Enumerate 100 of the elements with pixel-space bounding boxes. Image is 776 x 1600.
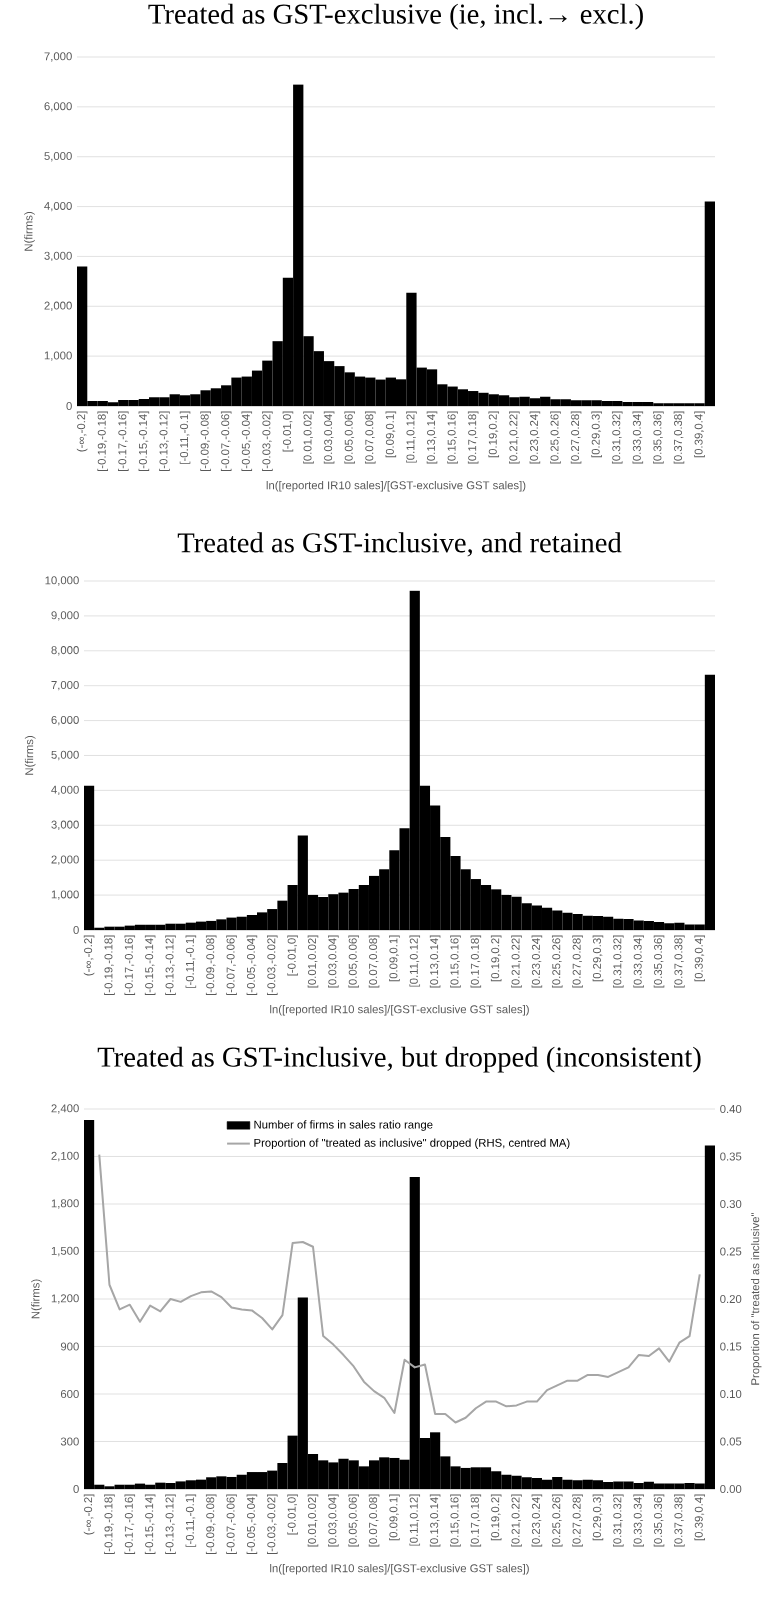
x-tick-label: [0.33,0.34] — [633, 1494, 644, 1547]
x-tick-label: [0.19,0.2] — [490, 935, 502, 982]
x-tick-label: [0.37,0.38] — [674, 1494, 685, 1547]
y-tick-label: 5,000 — [44, 152, 72, 162]
y2-tick-label: 0.35 — [720, 1152, 742, 1161]
y-tick-label: 10,000 — [45, 576, 79, 586]
y-tick-label: 300 — [60, 1437, 79, 1446]
x-tick-label: [0.25,0.26] — [551, 1494, 563, 1547]
x-tick-label: [0.17,0.18] — [470, 935, 482, 988]
x-tick-label: [0.21,0.22] — [511, 935, 522, 988]
x-tick-label: [0.31,0.32] — [613, 935, 624, 988]
y-tick-label: 2,100 — [51, 1151, 79, 1162]
x-tick-label: [-0.11,-0.1] — [179, 411, 191, 464]
x-tick-label: [0.23,0.24] — [529, 411, 541, 464]
x-tick-label: [0.31,0.32] — [613, 1494, 624, 1547]
x-tick-label: [0.13,0.14] — [429, 935, 441, 988]
y-tick-label: 8,000 — [51, 646, 79, 656]
y-tick-label: 0 — [73, 1484, 79, 1493]
x-tick-label: [0.27,0.28] — [572, 935, 583, 988]
x-tick-label: [0.33,0.34] — [632, 411, 644, 464]
y-tick-label: 2,000 — [44, 301, 72, 311]
y-tick-label: 1,200 — [51, 1294, 79, 1304]
y-tick-label: 5,000 — [51, 750, 79, 761]
x-tick-label: [0.11,0.12] — [409, 1494, 421, 1546]
x-tick-label: (-∞,-0.2] — [76, 411, 88, 452]
x-tick-label: [0.25,0.26] — [551, 935, 563, 988]
x-tick-label: [0.09,0.1] — [385, 411, 397, 458]
x-tick-label: [0.01,0.02] — [307, 1494, 319, 1547]
y-tick-label: 1,000 — [51, 890, 79, 900]
y2-axis-title: Proportion of "treated as inclusive" — [750, 1212, 762, 1385]
x-tick-label: [0.33,0.34] — [633, 935, 644, 988]
x-tick-label: [-0.07,-0.06] — [220, 411, 232, 471]
y2-tick-label: 0.40 — [720, 1104, 742, 1113]
y-tick-label: 3,000 — [51, 820, 79, 830]
x-tick-label: [0.05,0.06] — [344, 411, 355, 464]
x-tick-label: [0.03,0.04] — [328, 935, 339, 988]
x-tick-label: [-0.17,-0.16] — [118, 411, 129, 471]
y2-tick-label: 0.05 — [720, 1437, 742, 1446]
x-tick-label: (-∞,-0.2] — [83, 1494, 95, 1535]
x-tick-label: [0.39,0.4] — [694, 411, 705, 458]
x-tick-label: [0.21,0.22] — [509, 411, 520, 464]
x-tick-label: [-0.03,-0.02] — [266, 1494, 278, 1554]
x-tick-label: [-0.07,-0.06] — [226, 935, 237, 995]
x-tick-label: [-0.15,-0.14] — [144, 1494, 156, 1554]
x-tick-label: [0.21,0.22] — [511, 1494, 522, 1547]
x-tick-label: [0.01,0.02] — [303, 411, 314, 464]
x-tick-label: [-0.15,-0.14] — [138, 411, 150, 471]
x-tick-label: [0.15,0.16] — [450, 935, 461, 988]
chart-title: Treated as GST-exclusive (ie, incl.→ excl.) — [148, 3, 643, 30]
x-tick-label: [-0.01,0] — [287, 935, 298, 976]
x-tick-label: [-0.05,-0.04] — [241, 411, 253, 471]
x-tick-label: [0.07,0.08] — [364, 411, 376, 464]
x-tick-label: [0.19,0.2] — [488, 411, 500, 458]
y-tick-label: 2,000 — [51, 855, 79, 865]
x-tick-label: [0.09,0.1] — [389, 935, 400, 982]
x-tick-label: [0.31,0.32] — [611, 411, 623, 464]
y-axis-title: N(firms) — [24, 212, 35, 251]
y-tick-label: 900 — [60, 1342, 79, 1351]
y-tick-label: 1,800 — [51, 1199, 79, 1209]
x-tick-label: [0.11,0.12] — [406, 411, 417, 463]
chart-title: Treated as GST-inclusive, but dropped (inconsistent) — [97, 1046, 701, 1073]
x-axis-title: ln([reported IR10 sales]/[GST-exclusive GST sales]) — [266, 480, 526, 492]
x-tick-label: [0.17,0.18] — [470, 1494, 482, 1547]
x-tick-label: [0.07,0.08] — [368, 1494, 380, 1547]
legend-label: Proportion of "treated as inclusive" dropped (RHS, centred MA) — [254, 1138, 570, 1150]
y-tick-label: 7,000 — [51, 681, 79, 691]
y2-tick-label: 0.10 — [720, 1389, 742, 1398]
y-tick-label: 600 — [60, 1389, 79, 1398]
y-tick-label: 2,400 — [51, 1104, 79, 1114]
x-tick-label: [-0.15,-0.14] — [144, 935, 156, 995]
x-tick-label: [0.19,0.2] — [490, 1494, 502, 1541]
x-axis-title: ln([reported IR10 sales]/[GST-exclusive GST sales]) — [270, 1004, 529, 1016]
x-tick-label: [0.29,0.3] — [592, 1494, 604, 1541]
x-tick-label: [-0.03,-0.02] — [262, 411, 273, 471]
y2-tick-label: 0.00 — [720, 1484, 742, 1493]
y-tick-label: 7,000 — [44, 52, 72, 62]
x-tick-label: [-0.17,-0.16] — [124, 1494, 136, 1554]
x-tick-label: [0.07,0.08] — [368, 935, 380, 988]
x-tick-label: [-0.19,-0.18] — [104, 935, 115, 995]
y2-tick-label: 0.20 — [720, 1294, 742, 1303]
y-tick-label: 0 — [66, 401, 72, 410]
y-tick-label: 4,000 — [51, 785, 79, 796]
x-tick-label: (-∞,-0.2] — [83, 935, 95, 976]
x-tick-label: [0.25,0.26] — [550, 411, 561, 464]
x-tick-label: [0.35,0.36] — [653, 935, 665, 988]
x-tick-label: [0.03,0.04] — [328, 1494, 339, 1547]
x-tick-label: [0.37,0.38] — [674, 935, 685, 988]
y-tick-label: 9,000 — [51, 611, 79, 621]
x-tick-label: [0.05,0.06] — [348, 1494, 359, 1547]
y-tick-label: 6,000 — [51, 715, 79, 726]
x-tick-label: [-0.09,-0.08] — [205, 935, 217, 995]
y-tick-label: 1,500 — [51, 1246, 79, 1257]
x-tick-label: [0.23,0.24] — [531, 935, 543, 988]
x-tick-label: [0.11,0.12] — [409, 935, 421, 987]
x-tick-label: [0.35,0.36] — [653, 1494, 665, 1547]
x-tick-label: [0.15,0.16] — [450, 1494, 461, 1547]
x-axis-title: ln([reported IR10 sales]/[GST-exclusive GST sales]) — [270, 1563, 529, 1575]
x-tick-label: [0.27,0.28] — [570, 411, 582, 464]
y2-tick-label: 0.15 — [720, 1342, 742, 1351]
x-tick-label: [-0.19,-0.18] — [97, 411, 108, 471]
